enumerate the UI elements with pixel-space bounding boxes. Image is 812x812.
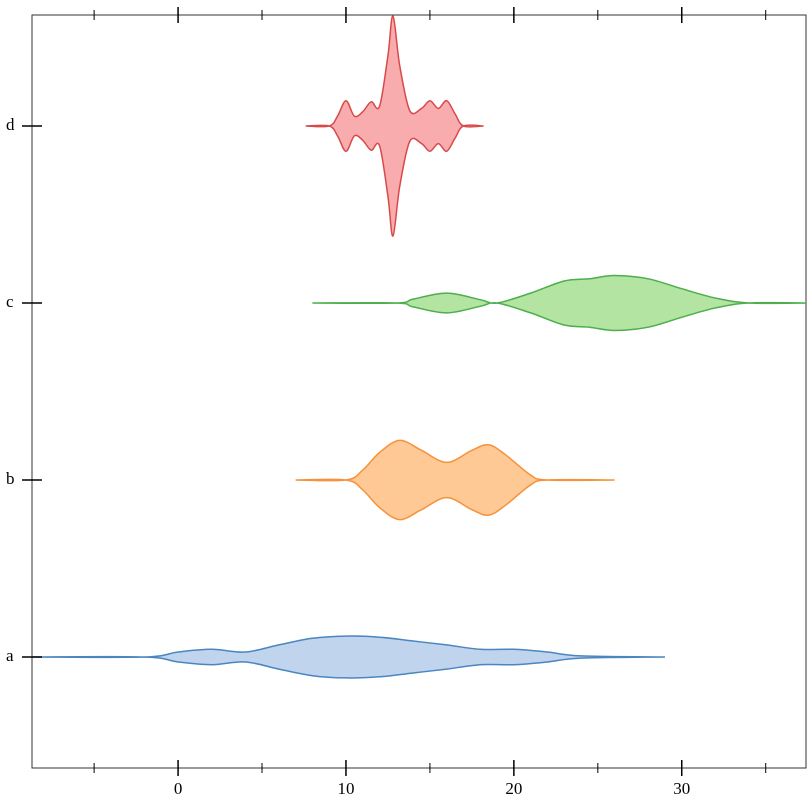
violins [32,15,806,679]
violin [32,635,665,679]
y-tick-label: b [6,469,15,488]
y-tick-label: a [6,646,14,665]
x-tick-label: 10 [337,779,354,798]
y-tick-label: c [6,292,14,311]
x-tick-label: 20 [505,779,522,798]
violin [312,274,806,332]
plot-frame [31,14,807,769]
x-tick-label: 0 [174,779,183,798]
violin [305,15,484,237]
x-tick-label: 30 [673,779,690,798]
y-tick-label: d [6,115,15,134]
violin [295,439,615,521]
